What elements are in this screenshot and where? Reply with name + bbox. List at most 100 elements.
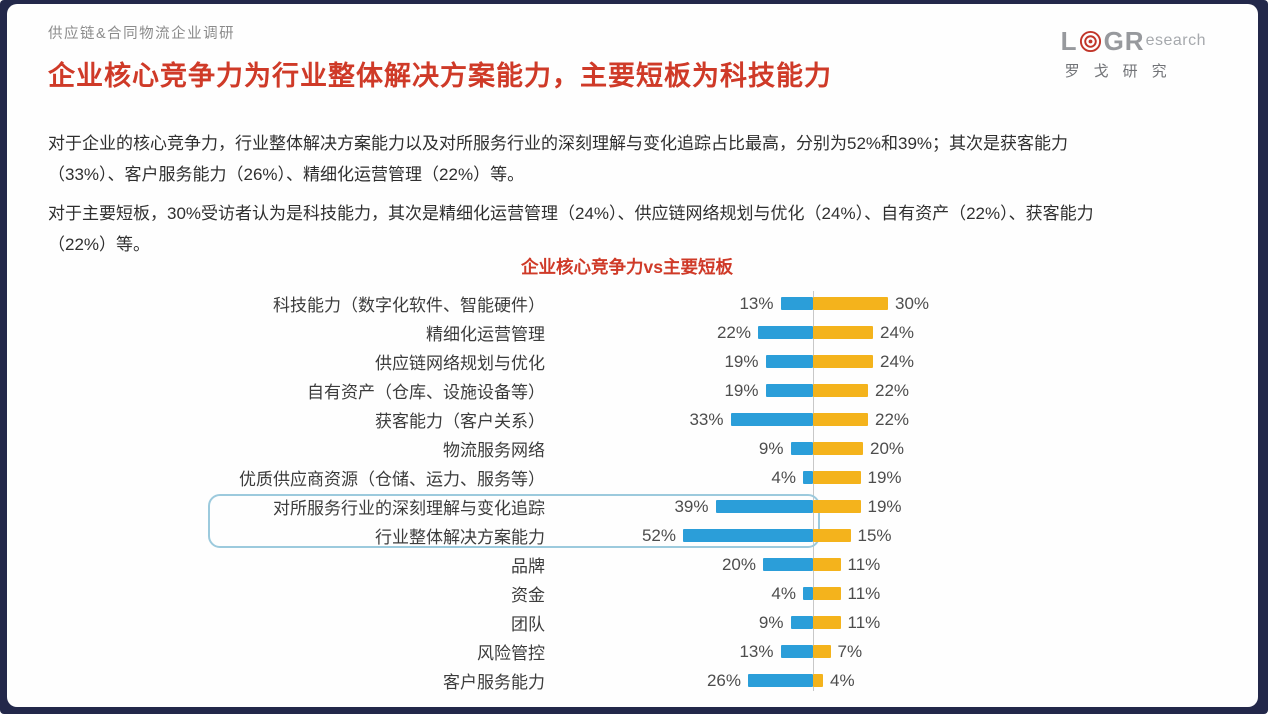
- logo-cn-name: 罗戈研究: [1064, 63, 1181, 80]
- core-competitiveness-zone: 33%: [545, 410, 813, 430]
- core-competitiveness-value: 39%: [674, 496, 709, 516]
- shortboard-value: 30%: [895, 293, 930, 313]
- core-competitiveness-value: 19%: [724, 351, 759, 371]
- shortboard-value: 11%: [847, 554, 881, 574]
- target-icon: [1079, 30, 1101, 52]
- category-label: 品牌: [511, 557, 545, 576]
- core-competitiveness-bar: [730, 413, 813, 426]
- category-label: 优质供应商资源（仓储、运力、服务等）: [239, 470, 545, 489]
- shortboard-zone: 11%: [813, 613, 1258, 633]
- core-competitiveness-bar: [780, 297, 813, 310]
- core-competitiveness-bar: [683, 529, 813, 542]
- core-competitiveness-bar: [765, 355, 813, 368]
- category-label: 对所服务行业的深刻理解与变化追踪: [273, 499, 545, 518]
- core-competitiveness-zone: 52%: [545, 526, 813, 546]
- category-label: 供应链网络规划与优化: [375, 354, 545, 373]
- shortboard-zone: 11%: [813, 584, 1258, 604]
- core-competitiveness-value: 22%: [716, 322, 751, 342]
- logo-wordmark: L G R esearch: [1061, 28, 1206, 54]
- shortboard-bar: [813, 500, 861, 513]
- shortboard-bar: [813, 616, 841, 629]
- shortboard-zone: 24%: [813, 352, 1258, 372]
- shortboard-value: 19%: [867, 496, 902, 516]
- chart-row: 优质供应商资源（仓储、运力、服务等） 4% 19%: [7, 463, 1258, 492]
- chart-row: 获客能力（客户关系） 33% 22%: [7, 405, 1258, 434]
- core-competitiveness-value: 9%: [758, 438, 784, 458]
- shortboard-value: 22%: [875, 409, 910, 429]
- category-label: 风险管控: [477, 644, 545, 663]
- paragraph-competitiveness: 对于企业的核心竞争力，行业整体解决方案能力以及对所服务行业的深刻理解与变化追踪占…: [48, 134, 1069, 184]
- category-label: 客户服务能力: [443, 673, 545, 692]
- shortboard-value: 11%: [847, 612, 881, 632]
- logo: L G R esearch 罗戈研究: [1061, 28, 1206, 81]
- shortboard-bar: [813, 355, 873, 368]
- logo-letter-r: R: [1124, 26, 1144, 56]
- chart-row: 客户服务能力 26% 4%: [7, 666, 1258, 695]
- shortboard-value: 11%: [847, 583, 881, 603]
- core-competitiveness-value: 19%: [724, 380, 759, 400]
- shortboard-zone: 4%: [813, 671, 1258, 691]
- page-title: 企业核心竞争力为行业整体解决方案能力，主要短板为科技能力: [48, 61, 832, 91]
- shortboard-value: 19%: [867, 467, 902, 487]
- category-label: 行业整体解决方案能力: [375, 528, 545, 547]
- chart-row: 对所服务行业的深刻理解与变化追踪 39% 19%: [7, 492, 1258, 521]
- core-competitiveness-bar: [765, 384, 813, 397]
- shortboard-bar: [813, 442, 863, 455]
- shortboard-bar: [813, 558, 841, 571]
- core-competitiveness-bar: [803, 471, 813, 484]
- logo-letter-l: L: [1060, 26, 1077, 56]
- core-competitiveness-bar: [715, 500, 813, 513]
- core-competitiveness-zone: 22%: [545, 323, 813, 343]
- shortboard-bar: [813, 529, 851, 542]
- core-competitiveness-value: 9%: [758, 612, 784, 632]
- shortboard-zone: 19%: [813, 468, 1258, 488]
- shortboard-bar: [813, 326, 873, 339]
- logo-research-text: esearch: [1145, 32, 1206, 49]
- core-competitiveness-zone: 4%: [545, 468, 813, 488]
- core-competitiveness-zone: 26%: [545, 671, 813, 691]
- core-competitiveness-zone: 19%: [545, 352, 813, 372]
- shortboard-bar: [813, 384, 868, 397]
- chart-row: 物流服务网络 9% 20%: [7, 434, 1258, 463]
- shortboard-zone: 7%: [813, 642, 1258, 662]
- slide: 供应链&合同物流企业调研 L G R esearch 罗戈研究 企业核心竞争力为…: [7, 4, 1258, 707]
- shortboard-bar: [813, 674, 823, 687]
- chart-row: 供应链网络规划与优化 19% 24%: [7, 347, 1258, 376]
- shortboard-bar: [813, 645, 831, 658]
- shortboard-bar: [813, 297, 888, 310]
- center-axis-line: [813, 291, 814, 691]
- core-competitiveness-zone: 9%: [545, 439, 813, 459]
- shortboard-bar: [813, 587, 841, 600]
- core-competitiveness-zone: 13%: [545, 642, 813, 662]
- category-label: 团队: [511, 615, 545, 634]
- shortboard-zone: 11%: [813, 555, 1258, 575]
- shortboard-value: 7%: [837, 641, 863, 661]
- shortboard-bar: [813, 413, 868, 426]
- shortboard-zone: 15%: [813, 526, 1258, 546]
- category-label: 物流服务网络: [443, 441, 545, 460]
- shortboard-value: 20%: [870, 438, 905, 458]
- shortboard-zone: 24%: [813, 323, 1258, 343]
- core-competitiveness-bar: [758, 326, 813, 339]
- core-competitiveness-bar: [763, 558, 813, 571]
- core-competitiveness-value: 26%: [706, 670, 741, 690]
- core-competitiveness-value: 20%: [721, 554, 756, 574]
- shortboard-zone: 22%: [813, 381, 1258, 401]
- category-label: 资金: [511, 586, 545, 605]
- chart-row: 精细化运营管理 22% 24%: [7, 318, 1258, 347]
- core-competitiveness-bar: [803, 587, 813, 600]
- chart-row: 行业整体解决方案能力 52% 15%: [7, 521, 1258, 550]
- core-competitiveness-value: 4%: [771, 583, 796, 603]
- core-competitiveness-bar: [748, 674, 813, 687]
- shortboard-value: 4%: [830, 670, 855, 690]
- shortboard-bar: [813, 471, 861, 484]
- core-competitiveness-value: 52%: [641, 525, 676, 545]
- core-competitiveness-zone: 39%: [545, 497, 813, 517]
- category-label: 科技能力（数字化软件、智能硬件）: [273, 296, 545, 315]
- chart-title: 企业核心竞争力vs主要短板: [521, 257, 733, 277]
- chart-row: 科技能力（数字化软件、智能硬件） 13% 30%: [7, 289, 1258, 318]
- category-label: 获客能力（客户关系）: [375, 412, 545, 431]
- chart-row: 风险管控 13% 7%: [7, 637, 1258, 666]
- shortboard-value: 15%: [857, 525, 892, 545]
- core-competitiveness-value: 4%: [771, 467, 796, 487]
